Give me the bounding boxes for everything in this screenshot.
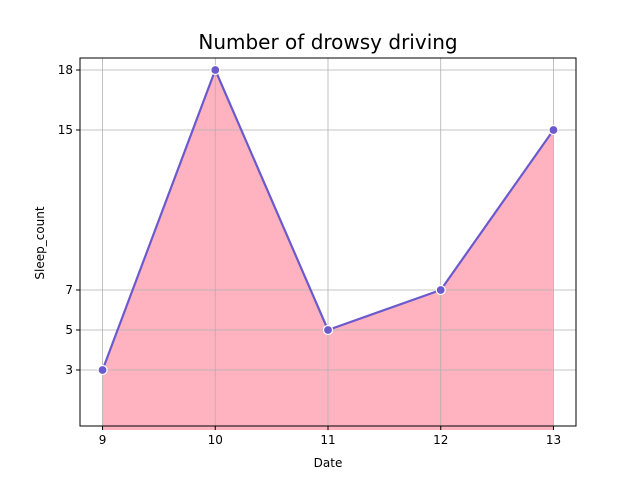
y-tick-label: 5 [65,323,73,337]
x-tick-label: 11 [320,433,335,447]
x-tick-label: 9 [99,433,107,447]
data-point [435,284,446,296]
data-point [548,124,559,136]
data-point [210,64,221,76]
y-tick-label: 7 [65,283,73,297]
data-point [322,324,334,336]
x-tick-label: 13 [546,433,561,447]
y-tick-label: 18 [58,63,73,77]
plot-area: 9 10 11 12 13 3 5 7 15 18 [58,57,577,447]
y-tick-label: 3 [65,363,73,377]
data-point [97,364,108,376]
y-axis-label: Sleep_count [33,206,47,279]
y-tick-label: 15 [58,123,73,137]
x-tick-label: 10 [208,433,223,447]
chart-title: Number of drowsy driving [198,30,457,54]
x-tick-label: 12 [433,433,448,447]
x-axis-label: Date [314,456,343,470]
